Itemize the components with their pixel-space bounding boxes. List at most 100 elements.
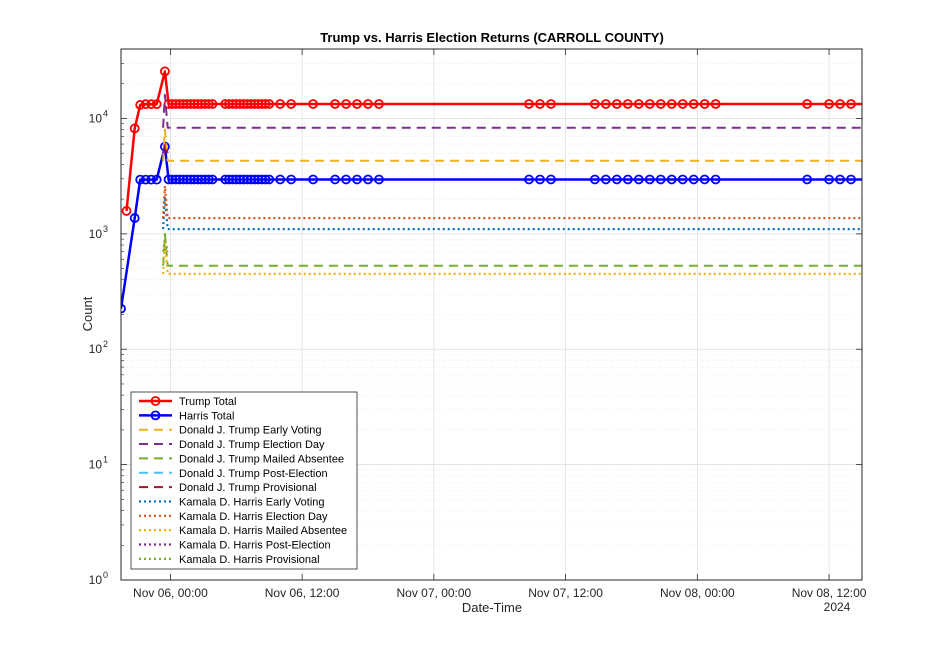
data-point [688,174,699,185]
legend-label: Donald J. Trump Provisional [179,482,317,494]
chart-title: Trump vs. Harris Election Returns (CARRO… [320,30,664,45]
y-tick-base: 10 [89,573,103,587]
data-point [863,175,871,183]
legend-label: Donald J. Trump Early Voting [179,425,321,437]
data-point [140,99,151,110]
series-6 [162,143,169,154]
y-tick-label: 10 4 [89,108,108,125]
data-point [203,99,214,109]
data-point [129,123,140,134]
y-tick-label: 10 3 [89,224,108,241]
data-point [260,174,271,185]
data-point [146,174,157,185]
legend-label: Kamala D. Harris Early Voting [179,496,325,508]
legend-entry: Kamala D. Harris Mailed Absentee [139,525,347,537]
legend-entry: Kamala D. Harris Early Voting [139,496,325,508]
y-tick-exponent: 3 [103,224,108,234]
legend-marker [150,410,161,421]
series-8 [162,184,862,220]
series-3 [162,93,862,129]
data-point [330,99,340,109]
data-point [824,174,834,185]
data-point [688,99,699,109]
data-point [802,99,813,109]
y-tick-exponent: 1 [103,455,108,465]
data-point [802,174,813,185]
data-point [589,99,600,109]
y-tick-label: 10 2 [89,339,108,356]
data-point [363,174,373,185]
series-line [162,93,862,129]
legend-entry: Donald J. Trump Early Voting [139,425,321,437]
data-point [546,174,556,185]
data-point [207,174,218,185]
legend-entry: Harris Total [139,410,234,422]
series-9 [162,240,862,275]
data-point [600,99,611,109]
y-tick-label: 10 0 [89,570,108,587]
data-point [666,174,677,185]
data-point [146,99,157,110]
data-point [207,99,218,109]
legend-label: Kamala D. Harris Post-Election [179,540,331,552]
x-tick-label: Nov 06, 00:00 [133,586,208,600]
x-tick-label: Nov 07, 00:00 [397,586,472,600]
data-point [121,206,132,216]
data-point [352,99,362,109]
data-point [835,174,845,185]
legend-label: Kamala D. Harris Election Day [179,511,328,523]
series-1 [121,141,871,314]
data-point [341,174,351,185]
data-point [846,99,856,109]
y-tick-base: 10 [89,227,103,241]
y-tick-exponent: 0 [103,570,108,580]
series-0 [121,66,871,216]
x-axis-label: Date-Time [462,600,522,615]
data-point [286,174,297,185]
data-point [260,99,271,109]
x-axis-year-label: 2024 [824,600,851,614]
data-point [633,174,644,185]
data-point [699,99,710,109]
data-point [129,213,140,223]
data-point [863,100,871,108]
data-point [699,174,710,185]
series-line [162,240,862,275]
legend-label: Donald J. Trump Election Day [179,439,325,451]
data-point [160,66,170,77]
data-point [600,174,611,185]
legend-label: Trump Total [179,396,236,408]
legend-label: Donald J. Trump Mailed Absentee [179,453,344,465]
y-axis-label: Count [80,296,95,331]
data-point [140,174,151,185]
legend-label: Kamala D. Harris Provisional [179,554,320,566]
data-point [622,99,633,109]
data-point [363,99,373,109]
data-point [135,174,146,185]
data-point [589,174,600,185]
data-point [677,174,688,185]
x-tick-label: Nov 07, 12:00 [528,586,603,600]
series-line [162,184,862,220]
y-tick-base: 10 [89,342,103,356]
legend-entry: Kamala D. Harris Post-Election [139,540,331,552]
y-tick-base: 10 [89,111,103,125]
legend-label: Kamala D. Harris Mailed Absentee [179,525,347,537]
legend-entry: Donald J. Trump Election Day [139,439,325,451]
data-point [275,99,286,109]
data-point [644,99,655,109]
data-point [352,174,362,185]
legend-entry: Kamala D. Harris Provisional [139,554,320,566]
y-tick-label: 10 1 [89,455,108,472]
data-point [374,174,384,185]
data-point [644,174,655,185]
data-point [151,99,162,110]
data-point [655,99,666,109]
series-lines [121,66,871,314]
data-point [308,99,319,109]
series-line [162,143,169,154]
legend-box [130,391,358,570]
data-point [846,174,856,185]
data-point [535,99,545,109]
